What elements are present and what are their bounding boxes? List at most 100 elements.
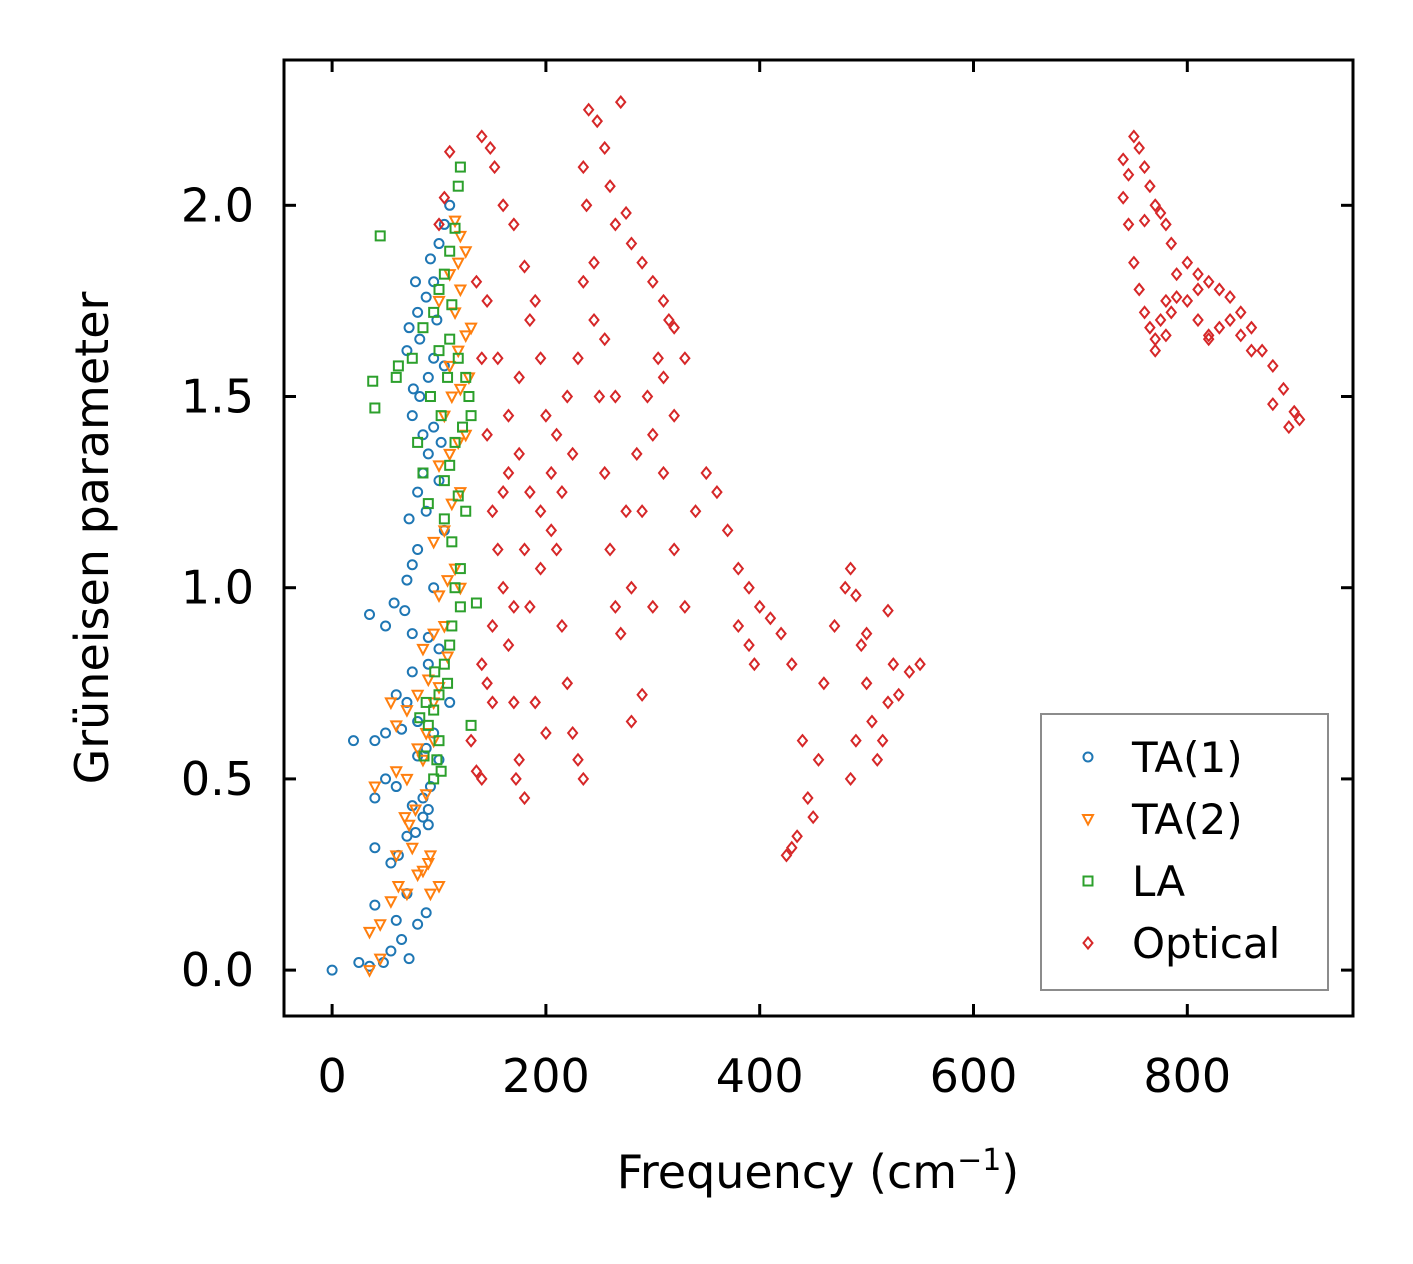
data-point bbox=[641, 389, 654, 404]
data-point bbox=[414, 391, 426, 403]
data-point bbox=[1138, 305, 1151, 320]
x-tick-label: 600 bbox=[930, 1049, 1018, 1103]
data-point bbox=[433, 735, 445, 747]
data-point bbox=[593, 389, 606, 404]
data-point bbox=[444, 459, 456, 471]
data-point bbox=[380, 620, 392, 632]
data-point bbox=[502, 408, 515, 423]
data-point bbox=[422, 804, 434, 816]
data-point bbox=[1288, 404, 1300, 419]
data-point bbox=[668, 320, 680, 335]
data-point bbox=[780, 848, 793, 863]
data-point bbox=[609, 389, 622, 404]
data-point bbox=[668, 542, 680, 557]
data-point bbox=[492, 542, 504, 557]
data-point bbox=[828, 618, 841, 634]
data-point bbox=[1267, 358, 1279, 373]
data-point bbox=[566, 446, 579, 461]
data-point bbox=[1149, 332, 1162, 347]
data-point bbox=[534, 561, 547, 576]
series-optical bbox=[433, 94, 1306, 863]
points-layer bbox=[326, 94, 1306, 978]
data-point bbox=[454, 563, 466, 575]
data-point bbox=[389, 720, 403, 734]
data-point bbox=[465, 410, 477, 422]
data-point bbox=[400, 773, 414, 787]
data-point bbox=[445, 391, 459, 405]
data-point bbox=[399, 605, 411, 617]
data-point bbox=[403, 322, 415, 334]
data-point bbox=[524, 485, 536, 500]
data-point bbox=[369, 735, 381, 747]
data-point bbox=[410, 869, 425, 883]
data-point bbox=[389, 850, 403, 864]
data-point bbox=[432, 880, 446, 894]
data-point bbox=[1267, 397, 1279, 412]
data-point bbox=[540, 725, 552, 741]
data-point bbox=[362, 965, 377, 978]
data-point bbox=[700, 465, 713, 481]
data-point bbox=[866, 714, 878, 729]
data-point bbox=[524, 312, 536, 328]
data-point bbox=[903, 664, 916, 679]
data-point bbox=[362, 926, 377, 940]
data-point bbox=[389, 766, 403, 779]
data-point bbox=[1192, 282, 1204, 297]
data-point bbox=[429, 666, 441, 678]
legend-label: TA(1) bbox=[1131, 733, 1243, 782]
data-point bbox=[1138, 213, 1151, 228]
data-point bbox=[481, 676, 493, 691]
data-point bbox=[423, 850, 438, 864]
data-point bbox=[572, 351, 584, 366]
data-point bbox=[534, 351, 547, 366]
data-point bbox=[855, 637, 868, 653]
data-point bbox=[369, 402, 381, 414]
legend: TA(1) TA(2) LA Optical bbox=[1040, 713, 1329, 991]
data-point bbox=[432, 682, 446, 695]
x-tick-label: 200 bbox=[502, 1049, 590, 1103]
data-point bbox=[812, 752, 825, 767]
data-point bbox=[775, 626, 787, 641]
data-point bbox=[1117, 152, 1129, 167]
data-point bbox=[647, 274, 659, 289]
data-point bbox=[412, 543, 424, 555]
data-point bbox=[427, 536, 441, 550]
data-point bbox=[475, 129, 488, 144]
data-point bbox=[620, 205, 632, 221]
data-point bbox=[463, 391, 475, 403]
data-point bbox=[844, 561, 857, 576]
data-point bbox=[513, 446, 525, 461]
data-point bbox=[497, 485, 509, 500]
data-point bbox=[534, 504, 547, 519]
data-point bbox=[442, 371, 454, 383]
data-point bbox=[470, 274, 483, 289]
data-point bbox=[422, 448, 434, 460]
data-point bbox=[871, 752, 884, 767]
data-point bbox=[502, 637, 515, 653]
data-point bbox=[409, 826, 421, 838]
data-point bbox=[524, 599, 536, 614]
data-point bbox=[1256, 343, 1268, 358]
data-point bbox=[582, 102, 595, 117]
data-point bbox=[435, 436, 447, 448]
y-tick-label: 1.5 bbox=[181, 370, 254, 424]
data-point bbox=[424, 253, 436, 265]
x-axis-label-superscript: −1 bbox=[957, 1143, 1001, 1178]
data-point bbox=[408, 804, 423, 818]
data-point bbox=[1160, 217, 1172, 232]
data-point bbox=[652, 351, 664, 366]
data-point bbox=[385, 945, 397, 957]
data-point bbox=[679, 599, 691, 614]
data-point bbox=[442, 677, 454, 689]
data-point bbox=[711, 485, 723, 500]
data-point bbox=[785, 657, 798, 672]
data-point bbox=[373, 919, 387, 932]
data-point bbox=[580, 198, 593, 213]
data-point bbox=[364, 608, 376, 620]
x-axis-label-close: ) bbox=[1001, 1145, 1019, 1199]
data-point bbox=[422, 658, 434, 670]
x-axis-label: Frequency (cm−1) bbox=[617, 1143, 1020, 1199]
data-point bbox=[1202, 274, 1215, 289]
data-point bbox=[1165, 305, 1178, 320]
data-point bbox=[1181, 255, 1194, 270]
